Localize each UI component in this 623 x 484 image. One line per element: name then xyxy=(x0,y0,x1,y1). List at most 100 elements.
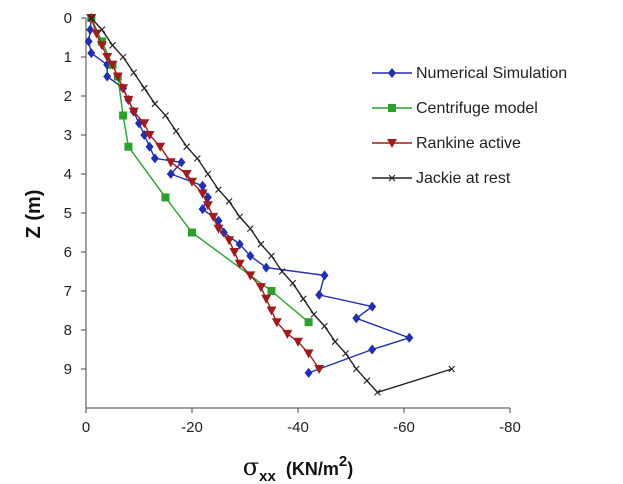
data-point xyxy=(213,224,224,234)
series-numerical-simulation xyxy=(84,13,414,378)
data-point xyxy=(204,170,212,178)
data-point xyxy=(128,107,139,117)
data-point xyxy=(246,225,254,232)
data-point xyxy=(289,279,297,287)
legend-label: Centrifuge model xyxy=(416,100,538,117)
legend-swatch-marker xyxy=(388,68,396,78)
data-point xyxy=(166,169,175,179)
data-point xyxy=(187,177,197,187)
data-point xyxy=(150,153,159,164)
legend-label: Rankine active xyxy=(416,135,521,152)
data-point xyxy=(87,48,96,59)
data-point xyxy=(140,84,148,92)
data-point xyxy=(261,294,272,304)
chart-legend: Numerical Simulation Centrifuge model Rank… xyxy=(372,65,567,187)
legend-item-rankine-active: Rankine active xyxy=(372,135,521,152)
series-rankine-active xyxy=(86,14,325,374)
series-line xyxy=(90,17,452,394)
y-tick-label: 7 xyxy=(64,283,72,300)
data-point xyxy=(405,332,414,343)
y-tick-label: 1 xyxy=(64,49,72,66)
data-point xyxy=(151,100,159,108)
legend-swatch-marker xyxy=(388,104,396,112)
data-point xyxy=(352,365,360,373)
data-point xyxy=(86,24,95,35)
legend-item-centrifuge-model: Centrifuge model xyxy=(372,100,538,117)
data-point xyxy=(188,228,196,237)
data-point xyxy=(267,287,276,295)
data-point xyxy=(257,240,265,248)
data-point xyxy=(224,236,235,246)
x-tick-label: 0 xyxy=(82,419,90,436)
x-axis-label-unit: (KN/m xyxy=(286,459,339,479)
data-point xyxy=(84,36,93,47)
x-tick-label: -80 xyxy=(499,419,521,436)
data-point xyxy=(304,367,313,378)
data-point xyxy=(162,112,169,119)
data-point xyxy=(255,283,266,293)
legend-label: Numerical Simulation xyxy=(416,65,567,82)
data-point xyxy=(246,250,255,261)
data-point xyxy=(197,189,208,199)
series-centrifuge-model xyxy=(87,14,313,327)
y-tick-label: 9 xyxy=(64,361,72,378)
data-point xyxy=(235,239,244,250)
data-point xyxy=(219,227,228,238)
y-tick-label: 8 xyxy=(64,322,72,339)
data-point xyxy=(198,204,207,215)
data-point xyxy=(112,72,123,82)
data-point xyxy=(304,318,313,327)
data-point xyxy=(139,119,150,129)
data-point xyxy=(107,60,118,70)
data-point xyxy=(299,295,307,303)
data-point xyxy=(310,311,318,318)
data-point xyxy=(245,271,256,281)
data-point xyxy=(102,53,113,62)
data-point xyxy=(165,158,176,168)
data-point xyxy=(331,338,339,346)
x-axis-ticks: 0 -20 -40 -60 -80 xyxy=(82,408,521,436)
data-point xyxy=(119,53,127,61)
data-point xyxy=(208,212,219,222)
y-axis-ticks: 0 1 2 3 4 5 6 7 8 9 xyxy=(64,10,86,378)
y-tick-label: 0 xyxy=(64,10,72,27)
data-point xyxy=(271,318,282,328)
data-point xyxy=(321,322,328,330)
data-point xyxy=(144,131,155,140)
data-point xyxy=(234,259,245,269)
legend-swatch-marker xyxy=(388,174,396,182)
data-point xyxy=(225,197,233,205)
data-point xyxy=(282,329,293,339)
x-tick-label: -40 xyxy=(287,419,309,436)
data-point xyxy=(368,344,377,355)
data-point xyxy=(202,201,213,211)
legend-item-numerical-simulation: Numerical Simulation xyxy=(372,65,567,82)
data-point xyxy=(145,141,154,152)
x-axis-label-unit-sup: 2 xyxy=(339,453,347,470)
data-point xyxy=(87,14,95,22)
y-axis-label: Z (m) xyxy=(23,190,45,239)
series-line xyxy=(90,17,310,323)
y-tick-label: 5 xyxy=(64,205,72,222)
data-point xyxy=(315,289,324,300)
data-point xyxy=(172,127,180,135)
data-point xyxy=(314,365,325,374)
data-point xyxy=(183,143,191,151)
y-tick-label: 4 xyxy=(64,166,72,183)
data-point xyxy=(262,262,271,273)
x-axis-label-subscript: xx xyxy=(259,468,276,484)
data-point xyxy=(368,301,377,312)
data-point xyxy=(320,270,329,281)
data-point xyxy=(123,95,134,105)
data-point xyxy=(215,186,222,193)
data-point xyxy=(177,157,186,168)
y-tick-label: 6 xyxy=(64,244,72,261)
data-point xyxy=(352,313,361,324)
x-tick-label: -20 xyxy=(181,419,203,436)
legend-item-jackie-at-rest: Jackie at rest xyxy=(372,170,511,187)
data-point xyxy=(236,213,244,221)
data-point xyxy=(268,252,275,260)
data-point xyxy=(374,389,381,396)
data-point xyxy=(98,26,106,34)
